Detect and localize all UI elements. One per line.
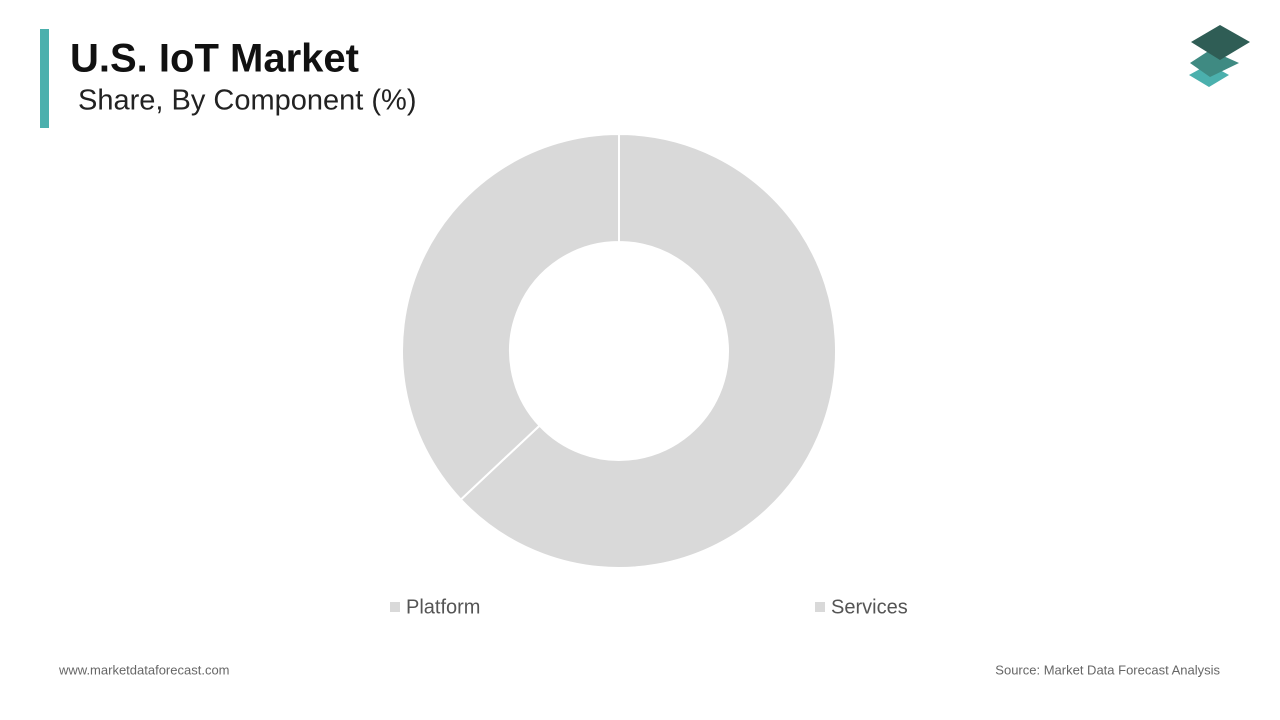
title-bar	[40, 29, 49, 128]
logo	[1189, 25, 1250, 87]
slice	[459, 132, 837, 569]
slice	[401, 132, 620, 501]
footer-right: Source: Market Data Forecast Analysis	[995, 662, 1220, 677]
footer-left: www.marketdataforecast.com	[58, 662, 230, 677]
chart-title: U.S. IoT Market	[70, 37, 359, 81]
legend-swatch	[815, 602, 825, 612]
legend-label: Services	[831, 596, 908, 618]
legend-swatch	[390, 602, 400, 612]
legend-label: Platform	[406, 596, 480, 618]
chart-subtitle: Share, By Component (%)	[78, 85, 416, 117]
